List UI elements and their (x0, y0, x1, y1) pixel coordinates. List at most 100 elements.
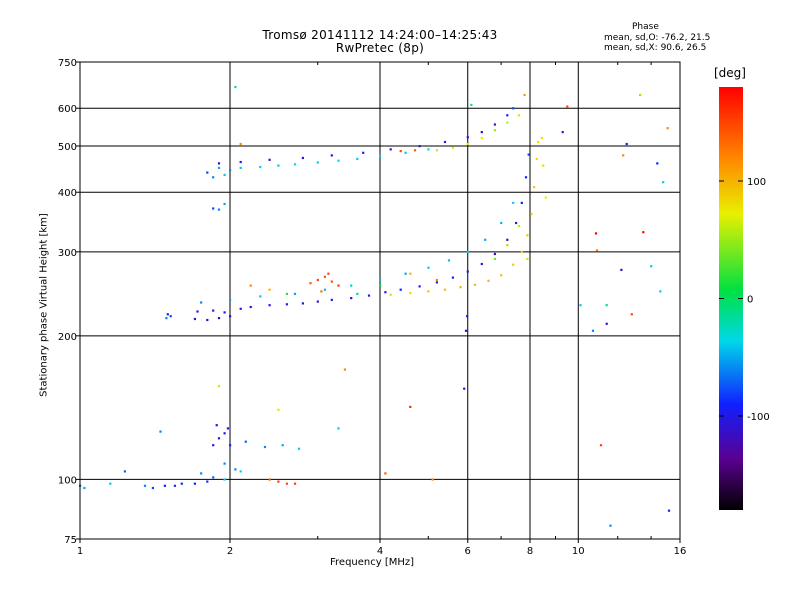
data-point (212, 207, 215, 210)
data-point (206, 171, 209, 174)
data-point (330, 154, 333, 157)
data-point (151, 486, 154, 490)
data-point (379, 284, 382, 287)
data-point (642, 231, 645, 234)
data-point (277, 480, 280, 483)
data-point (409, 291, 412, 295)
data-point (350, 284, 353, 287)
data-point (535, 157, 538, 160)
data-point (337, 427, 340, 430)
data-points (79, 85, 671, 527)
data-point (362, 151, 365, 154)
data-point (459, 286, 462, 289)
data-point (159, 430, 162, 433)
data-point (212, 309, 215, 312)
data-point (173, 484, 176, 487)
y-axis-ticks: 75 100 200 300 400 500 600 750 (58, 58, 80, 546)
data-point (484, 238, 487, 241)
colorbar-tick-label: 0 (747, 295, 753, 306)
data-point (451, 146, 454, 149)
data-point (330, 298, 333, 301)
data-point (330, 280, 333, 283)
data-point (223, 311, 226, 314)
data-point (215, 424, 218, 427)
data-point (223, 478, 226, 481)
colorbar-label: [deg] (714, 66, 746, 80)
data-point (470, 103, 473, 106)
data-point (591, 329, 595, 332)
data-point (217, 317, 221, 320)
data-point (466, 270, 469, 273)
data-point (523, 93, 526, 97)
y-tick-label: 400 (58, 188, 77, 199)
data-point (83, 486, 86, 490)
data-point (212, 444, 215, 447)
data-point (620, 268, 623, 271)
data-point (639, 93, 642, 97)
data-point (337, 284, 340, 287)
data-point (435, 149, 438, 152)
data-point (217, 166, 221, 169)
x-tick-label: 2 (227, 546, 233, 557)
data-point (350, 297, 353, 300)
data-point (293, 163, 297, 166)
data-point (427, 266, 430, 269)
data-point (579, 304, 582, 307)
data-point (163, 484, 166, 487)
data-point (234, 468, 237, 471)
data-point (196, 310, 199, 313)
data-point (506, 114, 509, 117)
data-point (418, 285, 421, 288)
data-point (526, 234, 529, 237)
y-tick-label: 750 (58, 58, 77, 69)
data-point (316, 161, 319, 164)
data-point (206, 318, 209, 322)
data-point (323, 288, 326, 291)
data-point (389, 148, 392, 151)
data-point (480, 262, 483, 266)
data-point (277, 164, 280, 167)
x-tick-label: 8 (527, 546, 533, 557)
data-point (517, 224, 521, 228)
data-point (239, 142, 242, 146)
data-point (605, 322, 608, 325)
data-point (404, 151, 407, 154)
data-point (473, 283, 476, 286)
colorbar-tick-label: -100 (747, 412, 770, 423)
data-point (500, 274, 503, 277)
data-point (384, 472, 387, 475)
data-point (566, 105, 569, 108)
data-point (409, 405, 412, 408)
data-point (493, 129, 496, 132)
data-point (389, 293, 392, 296)
data-point (320, 290, 323, 293)
data-point (285, 482, 288, 485)
data-point (622, 154, 625, 157)
data-point (193, 482, 196, 485)
data-point (520, 201, 523, 204)
data-point (200, 301, 203, 304)
data-point (463, 387, 466, 390)
data-point (466, 142, 469, 146)
data-point (229, 444, 232, 447)
data-point (515, 221, 518, 225)
phase-stats-x-mode: mean, sd,X: 90.6, 26.5 (604, 43, 707, 53)
x-axis-label: Frequency [MHz] (330, 557, 415, 568)
x-axis-ticks: 1 2 4 6 8 10 16 (77, 62, 686, 557)
data-point (316, 300, 319, 303)
data-point (217, 437, 221, 440)
data-point (301, 302, 304, 305)
data-point (239, 166, 242, 169)
data-point (109, 482, 112, 485)
data-point (512, 263, 515, 266)
data-point (650, 265, 653, 268)
data-point (293, 292, 297, 295)
data-point (431, 478, 434, 481)
data-point (223, 462, 226, 465)
data-point (143, 484, 147, 487)
data-point (337, 159, 340, 162)
colorbar-ticks: 100 0 -100 (719, 177, 770, 423)
data-point (527, 153, 530, 156)
y-tick-label: 500 (58, 142, 77, 153)
